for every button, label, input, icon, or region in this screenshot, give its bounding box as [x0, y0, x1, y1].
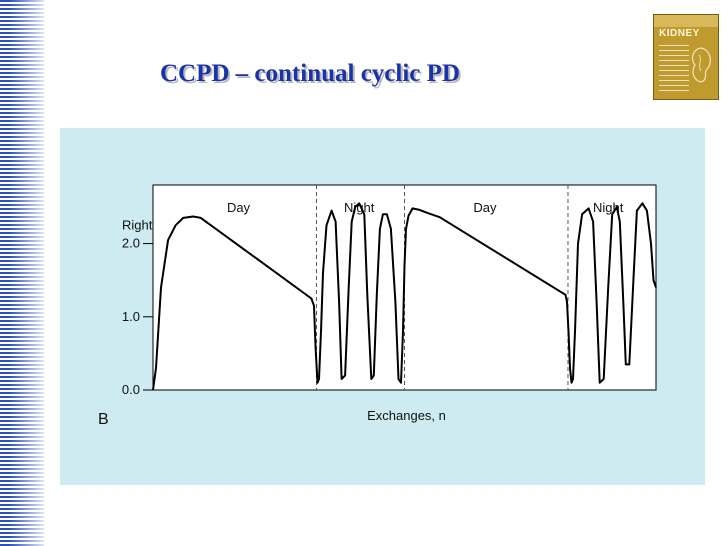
chart-svg: Day Night Day Night 0.0 1.0 2.0 Right Exchang…: [98, 184, 657, 428]
phase-label-4: Night: [593, 200, 624, 215]
slide-title: CCPD – continual cyclic PD: [160, 60, 460, 87]
y-tick-label-2: 1.0: [122, 309, 140, 324]
book-cover-text-lines: [659, 45, 689, 95]
phase-label-1: Day: [227, 200, 251, 215]
series-line-1: [152, 202, 657, 391]
y-axis-label: Right: [122, 218, 153, 233]
book-cover-title: KIDNEY: [659, 28, 700, 39]
phase-label-2: Night: [344, 200, 375, 215]
y-tick-label-3: 2.0: [122, 236, 140, 251]
book-cover-image: KIDNEY: [653, 14, 719, 100]
decorative-stripe: [0, 0, 44, 546]
y-tick-label-1: 0.0: [122, 382, 140, 397]
book-cover-band: [654, 15, 718, 27]
panel-label: B: [98, 411, 109, 428]
chart-panel: Day Night Day Night 0.0 1.0 2.0 Right Exchang…: [60, 128, 705, 485]
kidney-illustration-icon: [691, 47, 711, 83]
x-axis-label: Exchanges, n: [367, 408, 446, 423]
phase-label-3: Day: [473, 200, 497, 215]
